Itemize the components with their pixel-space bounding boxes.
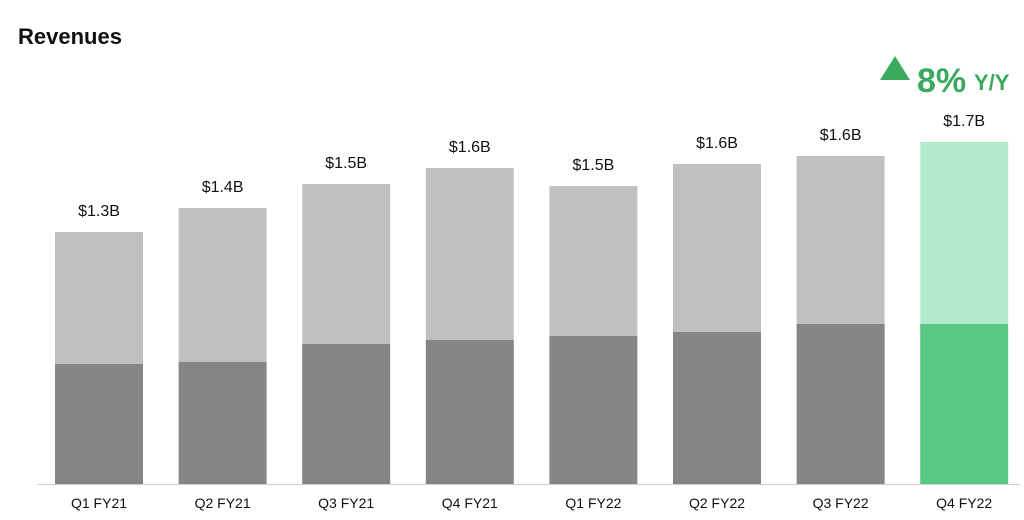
bar-segment	[796, 324, 885, 484]
x-tick-label: Q4 FY21	[442, 495, 498, 511]
bar-segment	[302, 184, 391, 344]
x-tick-label: Q3 FY21	[318, 495, 374, 511]
bar-segment	[920, 324, 1009, 484]
annotation-suffix: Y/Y	[974, 70, 1010, 95]
bar-segment	[302, 344, 391, 484]
bar-segment	[673, 332, 761, 484]
total-label: $1.3B	[78, 203, 120, 220]
x-tick-label: Q2 FY21	[195, 495, 251, 511]
bar-segment	[549, 336, 638, 484]
bar-segment	[796, 156, 885, 324]
bar-segment	[673, 164, 761, 332]
bar-segment	[55, 232, 143, 364]
total-label: $1.7B	[943, 113, 985, 130]
chart-title: Revenues	[18, 24, 122, 49]
x-tick-label: Q3 FY22	[813, 495, 869, 511]
x-tick-label: Q1 FY22	[565, 495, 621, 511]
bar-segment	[425, 168, 514, 340]
bar-segment	[55, 364, 143, 484]
total-label: $1.6B	[820, 127, 862, 144]
x-tick-label: Q4 FY22	[936, 495, 992, 511]
total-label: $1.6B	[449, 139, 491, 156]
total-label: $1.5B	[572, 157, 614, 174]
annotation: 8%	[917, 62, 966, 100]
x-tick-label: Q1 FY21	[71, 495, 127, 511]
bar-segment	[920, 142, 1009, 324]
bar-segment	[178, 208, 267, 362]
bar-segment	[178, 362, 267, 484]
x-tick-label: Q2 FY22	[689, 495, 745, 511]
bar-segment	[425, 340, 514, 484]
total-label: $1.5B	[325, 155, 367, 172]
total-label: $1.6B	[696, 135, 738, 152]
bar-segment	[549, 186, 638, 336]
up-arrow	[880, 56, 910, 80]
total-label: $1.4B	[202, 179, 244, 196]
